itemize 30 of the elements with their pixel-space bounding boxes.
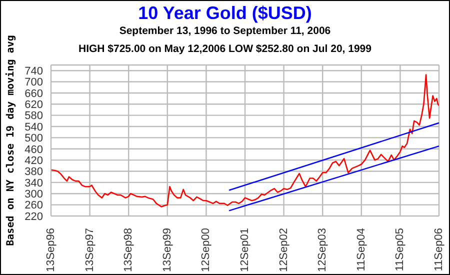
y-tick-label: 580: [24, 110, 43, 122]
x-tick-label: 12Sep00: [200, 228, 212, 272]
y-tick-label: 420: [24, 154, 43, 167]
x-tick-label: 13Sep96: [45, 228, 57, 272]
y-tick-label: 740: [24, 66, 43, 78]
y-tick-label: 460: [24, 144, 43, 156]
x-tick-label: 13Sep99: [161, 228, 174, 272]
y-tick-label: 260: [24, 200, 43, 212]
x-tick-label: 11Sep05: [394, 228, 406, 272]
x-tick-label: 12Sep01: [239, 228, 251, 272]
x-tick-label: 11Sep06: [433, 228, 445, 272]
y-tick-label: 540: [24, 121, 43, 134]
y-tick-label: 700: [24, 76, 43, 89]
y-tick-label: 380: [24, 166, 43, 178]
y-tick-label: 340: [24, 177, 43, 190]
y-tick-label: 500: [24, 132, 43, 145]
x-tick-label: 12Sep02: [278, 228, 290, 272]
chart-subtitle: September 13, 1996 to September 11, 2006: [118, 25, 332, 37]
y-tick-label: 660: [24, 88, 43, 100]
chart-title: 10 Year Gold ($USD): [137, 3, 313, 24]
line-series: [51, 74, 439, 208]
y-tick-label: 300: [24, 188, 43, 201]
x-tick-label: 11Sep04: [355, 228, 368, 272]
y-tick-label: 220: [24, 210, 43, 223]
x-tick-label: 12Sep03: [316, 228, 329, 272]
x-tick-label: 13Sep98: [122, 228, 135, 272]
text: HIGH $725.00 on May 12,2006 LOW $252.80 on Jul 20, 1999: [78, 43, 372, 55]
y-axis-title: Based on NY close 19 day moving avg: [4, 35, 17, 246]
y-tick-label: 620: [24, 99, 43, 112]
x-tick-label: 13Sep97: [84, 228, 96, 272]
